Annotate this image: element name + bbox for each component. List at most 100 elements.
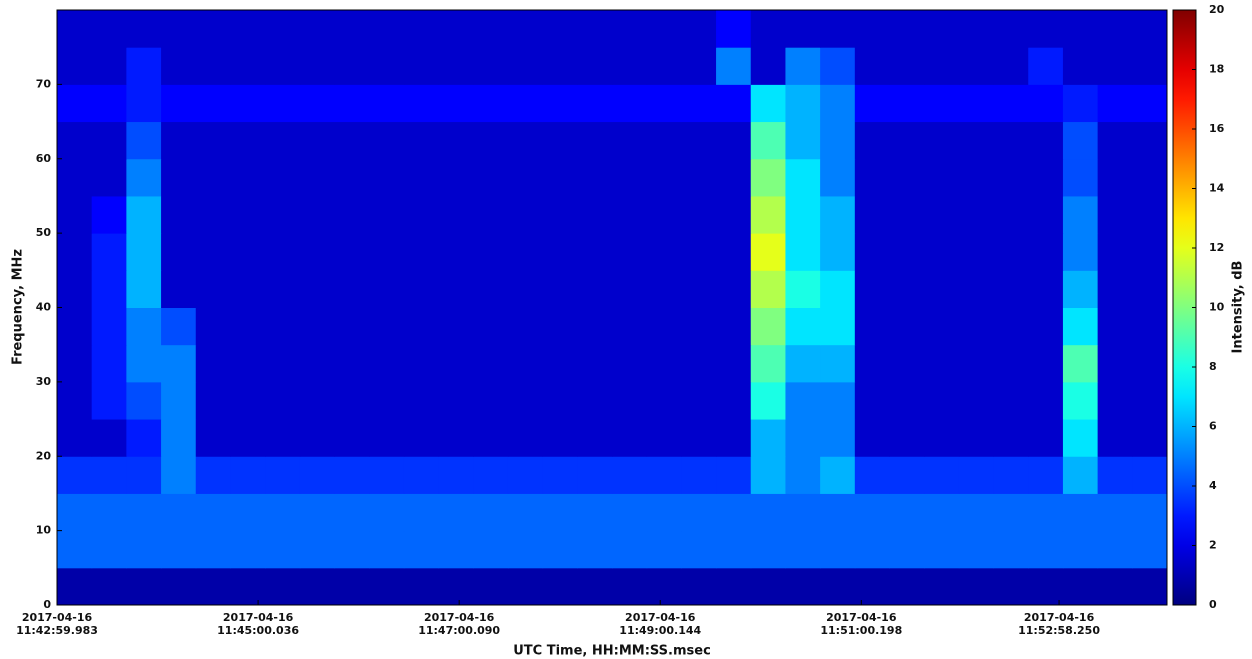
heatmap-cell (507, 530, 544, 569)
heatmap-cell (1062, 567, 1099, 606)
heatmap-cell (473, 195, 509, 234)
heatmap-cell (334, 270, 370, 308)
heatmap-cell (438, 530, 474, 569)
x-tick-label: 11:52:58.250 (1018, 624, 1100, 637)
heatmap-cell (57, 47, 93, 85)
heatmap-cell (612, 419, 648, 457)
heatmap-cell (542, 47, 578, 85)
heatmap-cell (716, 195, 752, 234)
heatmap-cell (646, 456, 682, 494)
heatmap-cell (612, 84, 648, 123)
x-tick-label: 2017-04-16 (625, 611, 696, 624)
heatmap-cell (195, 530, 231, 569)
heatmap-cell (299, 307, 335, 346)
heatmap-cell (681, 47, 717, 85)
heatmap-cell (646, 121, 682, 160)
heatmap-cell (299, 47, 335, 85)
heatmap-cell (1097, 195, 1133, 234)
heatmap-cell (820, 567, 856, 606)
heatmap-cell (299, 270, 335, 308)
heatmap-cell (403, 456, 440, 494)
heatmap-cell (716, 493, 752, 532)
x-axis-title: UTC Time, HH:MM:SS.msec (513, 644, 711, 659)
x-tick-label: 2017-04-16 (424, 611, 495, 624)
heatmap-cell (126, 10, 162, 48)
heatmap-cell (126, 47, 162, 85)
heatmap-cell (403, 381, 440, 420)
heatmap-cell (577, 233, 613, 271)
heatmap-cell (91, 456, 127, 494)
heatmap-cell (473, 84, 509, 123)
heatmap-cell (542, 530, 578, 569)
heatmap-cell (993, 307, 1029, 346)
heatmap-cell (1132, 381, 1168, 420)
heatmap-cell (820, 47, 856, 85)
heatmap-cell (577, 456, 613, 494)
heatmap-cell (646, 567, 682, 606)
heatmap-cell (924, 381, 960, 420)
heatmap-cell (1028, 419, 1064, 457)
heatmap-cell (1028, 47, 1064, 85)
heatmap-cell (369, 456, 405, 494)
heatmap-cell (820, 233, 856, 271)
heatmap-cell (681, 307, 717, 346)
heatmap-cell (646, 270, 682, 308)
heatmap-cell (820, 456, 856, 494)
colorbar-tick-label: 10 (1209, 301, 1225, 314)
heatmap-cell (1062, 10, 1099, 48)
heatmap-cell (230, 195, 266, 234)
heatmap-cell (785, 84, 821, 123)
heatmap-cell (924, 493, 960, 532)
heatmap-cell (1062, 419, 1099, 457)
heatmap-cell (507, 10, 544, 48)
heatmap-cell (473, 270, 509, 308)
heatmap-cell (889, 307, 925, 346)
heatmap-cell (265, 233, 301, 271)
heatmap-cell (958, 344, 995, 383)
heatmap-cell (924, 270, 960, 308)
heatmap-cell (57, 270, 93, 308)
heatmap-cell (507, 233, 544, 271)
heatmap-cell (299, 456, 335, 494)
heatmap-cell (854, 567, 890, 606)
heatmap-cell (750, 233, 786, 271)
heatmap-cell (612, 233, 648, 271)
heatmap-cell (403, 493, 440, 532)
heatmap-cell (820, 10, 856, 48)
heatmap-cell (473, 10, 509, 48)
heatmap-cell (681, 493, 717, 532)
heatmap-cell (785, 307, 821, 346)
heatmap-cell (438, 307, 474, 346)
heatmap-cell (1028, 307, 1064, 346)
heatmap-cell (577, 158, 613, 197)
heatmap-cell (785, 456, 821, 494)
heatmap-cell (785, 270, 821, 308)
heatmap-cell (1028, 233, 1064, 271)
heatmap-cell (785, 419, 821, 457)
heatmap-cell (542, 233, 578, 271)
heatmap-cell (1132, 10, 1168, 48)
heatmap-cell (681, 530, 717, 569)
heatmap-cell (1062, 121, 1099, 160)
heatmap-cell (646, 158, 682, 197)
heatmap-cell (612, 121, 648, 160)
heatmap-cell (473, 233, 509, 271)
heatmap-cell (57, 158, 93, 197)
heatmap-cell (161, 158, 197, 197)
y-tick-label: 30 (36, 375, 52, 388)
heatmap-cell (750, 307, 786, 346)
heatmap-cell (924, 195, 960, 234)
heatmap-cell (265, 195, 301, 234)
heatmap-cell (473, 530, 509, 569)
heatmap-cell (542, 158, 578, 197)
heatmap-cell (1062, 344, 1099, 383)
heatmap-cell (195, 10, 231, 48)
heatmap-cell (369, 381, 405, 420)
heatmap-cell (646, 84, 682, 123)
heatmap-cell (716, 344, 752, 383)
heatmap-cell (195, 567, 231, 606)
heatmap-cell (473, 456, 509, 494)
heatmap-cell (716, 233, 752, 271)
heatmap-cell (230, 84, 266, 123)
heatmap-cell (889, 270, 925, 308)
